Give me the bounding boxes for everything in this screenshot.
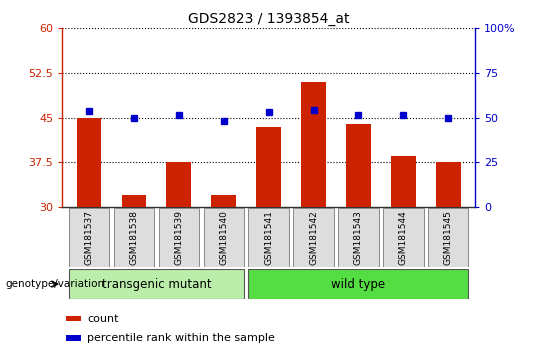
Text: count: count <box>87 314 118 324</box>
Bar <box>66 336 80 341</box>
Title: GDS2823 / 1393854_at: GDS2823 / 1393854_at <box>188 12 349 26</box>
FancyBboxPatch shape <box>428 208 469 267</box>
Bar <box>436 162 461 207</box>
Text: genotype/variation: genotype/variation <box>5 279 105 289</box>
Bar <box>166 162 191 207</box>
Bar <box>211 195 236 207</box>
Text: transgenic mutant: transgenic mutant <box>102 278 211 291</box>
Text: GSM181540: GSM181540 <box>219 210 228 265</box>
Text: GSM181544: GSM181544 <box>399 210 408 265</box>
FancyBboxPatch shape <box>69 208 109 267</box>
Text: GSM181539: GSM181539 <box>174 210 184 265</box>
FancyBboxPatch shape <box>383 208 423 267</box>
Bar <box>301 82 326 207</box>
Bar <box>122 195 146 207</box>
Bar <box>346 124 371 207</box>
FancyBboxPatch shape <box>69 269 244 299</box>
FancyBboxPatch shape <box>159 208 199 267</box>
Text: GSM181537: GSM181537 <box>85 210 93 265</box>
FancyBboxPatch shape <box>338 208 379 267</box>
FancyBboxPatch shape <box>204 208 244 267</box>
Bar <box>66 316 80 321</box>
FancyBboxPatch shape <box>248 269 469 299</box>
Text: GSM181542: GSM181542 <box>309 210 318 265</box>
Text: wild type: wild type <box>332 278 386 291</box>
Bar <box>256 127 281 207</box>
Bar <box>391 156 416 207</box>
FancyBboxPatch shape <box>248 208 289 267</box>
Text: GSM181545: GSM181545 <box>444 210 453 265</box>
Text: GSM181543: GSM181543 <box>354 210 363 265</box>
Text: GSM181538: GSM181538 <box>130 210 138 265</box>
FancyBboxPatch shape <box>293 208 334 267</box>
FancyBboxPatch shape <box>114 208 154 267</box>
Text: GSM181541: GSM181541 <box>264 210 273 265</box>
Bar <box>77 118 102 207</box>
Text: percentile rank within the sample: percentile rank within the sample <box>87 333 275 343</box>
